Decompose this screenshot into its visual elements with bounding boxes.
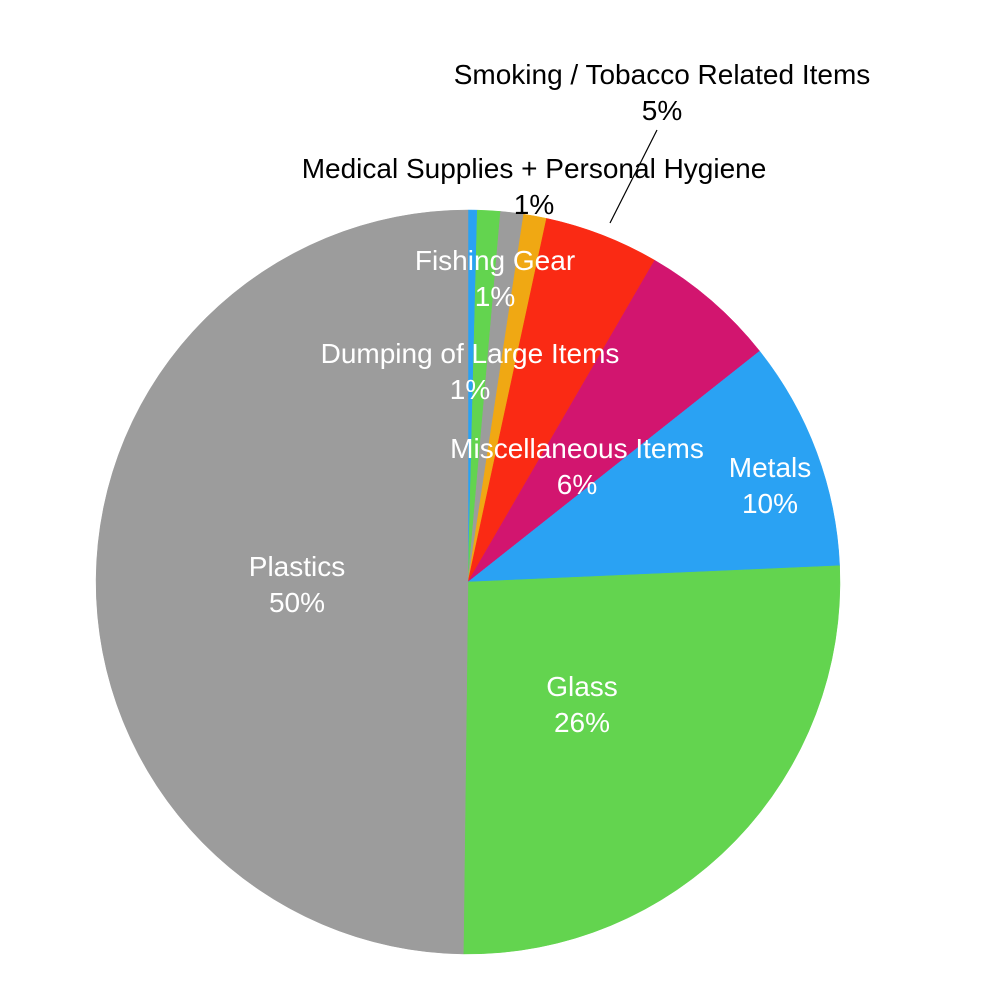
- leader-line-smoking-tobacco-related-items: [609, 129, 658, 224]
- pie-slice-glass: [463, 565, 841, 955]
- pie-slice-miscellaneous-items: [467, 259, 761, 583]
- pie-slice-metals: [467, 350, 840, 583]
- pie-slice-plastics: [95, 209, 469, 955]
